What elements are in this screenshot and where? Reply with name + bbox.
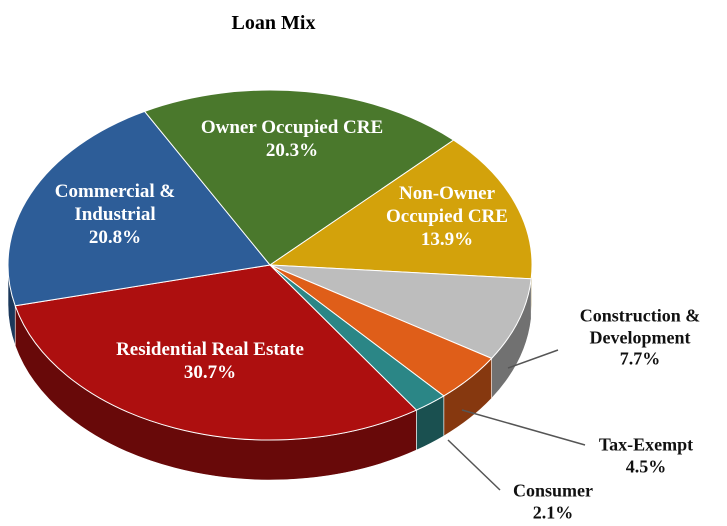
value-label: 30.7% <box>183 362 237 383</box>
slice <box>7 110 271 307</box>
value-label: 7.7% <box>619 348 661 369</box>
slice-label: Owner Occupied CRE 20.3% <box>197 117 387 163</box>
value-label: 4.5% <box>625 456 667 476</box>
slice <box>14 264 418 441</box>
category-name: Non-Owner Occupied CRE <box>386 182 508 227</box>
value-label: 2.1% <box>532 502 574 522</box>
leader-line <box>461 409 586 446</box>
slice <box>268 139 533 280</box>
slice-label: Tax-Exempt 4.5% <box>586 434 706 477</box>
category-name: Consumer <box>513 480 593 501</box>
slice-label: Non-Owner Occupied CRE 13.9% <box>362 183 532 251</box>
category-name: Construction & Development <box>579 305 701 348</box>
category-name: Commercial & Industrial <box>54 180 176 225</box>
leader-line <box>447 439 501 491</box>
slice <box>269 264 532 359</box>
slice-label: Commercial & Industrial 20.8% <box>35 181 195 249</box>
slice-label: Consumer 2.1% <box>493 480 613 523</box>
chart-title: Loan Mix <box>231 12 316 34</box>
slice <box>269 264 445 411</box>
category-name: Tax-Exempt <box>598 434 694 455</box>
value-label: 20.8% <box>88 226 142 248</box>
slice-label: Residential Real Estate 30.7% <box>110 339 310 385</box>
value-label: 13.9% <box>420 228 474 250</box>
slice <box>143 89 455 266</box>
value-label: 20.3% <box>265 140 319 161</box>
category-name: Residential Real Estate <box>116 339 304 361</box>
leader-line <box>507 349 559 369</box>
category-name: Owner Occupied CRE <box>200 117 384 139</box>
slice-label: Construction & Development 7.7% <box>555 306 725 371</box>
